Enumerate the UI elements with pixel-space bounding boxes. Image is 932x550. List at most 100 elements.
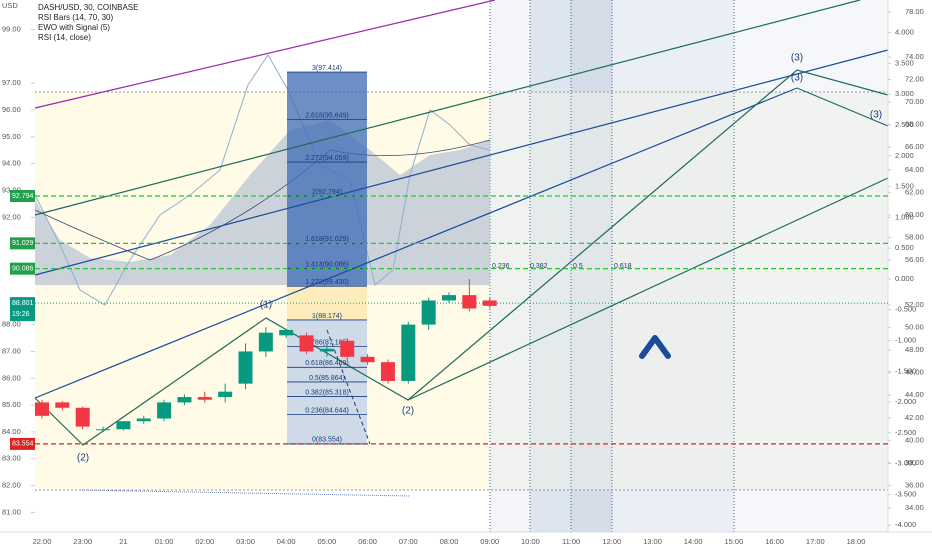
indicator-label: RSI Bars (14, 70, 30)	[38, 13, 113, 22]
y-tick-label: 94.00	[2, 159, 21, 168]
x-tick-label: 13:00	[643, 537, 662, 546]
y3-tick-label: 56.00	[905, 255, 924, 264]
wave-label: (3)	[791, 53, 803, 64]
fib-label: 0.786(87.185)	[305, 339, 349, 346]
price-tag	[10, 237, 35, 250]
y-tick-label: 83.00	[2, 454, 21, 463]
y2-tick-label: -3.500	[895, 489, 916, 498]
y3-tick-label: 36.00	[905, 480, 924, 489]
y2-tick-label: 3.000	[895, 89, 914, 98]
y2-tick-label: 1.000	[895, 212, 914, 221]
y-tick-label: 99.00	[2, 24, 21, 33]
y3-tick-label: 38.00	[905, 458, 924, 467]
channel-line	[407, 177, 889, 401]
candle-body	[55, 402, 70, 408]
price-tag-label: 92.794	[12, 193, 34, 200]
up-arrow	[639, 335, 671, 359]
rsi-line	[34, 54, 491, 306]
y-tick-label: 96.00	[2, 105, 21, 114]
y3-tick-label: 52.00	[905, 300, 924, 309]
y-tick-label: 84.00	[2, 427, 21, 436]
fib-label: 0.382(85.318)	[305, 389, 349, 396]
y3-tick-label: 40.00	[905, 435, 924, 444]
x-tick-label: 04:00	[277, 537, 296, 546]
y2-tick-label: 2.500	[895, 120, 914, 129]
y-tick-label: 86.00	[2, 373, 21, 382]
candle-body	[116, 421, 131, 430]
y-tick-label: 82.00	[2, 481, 21, 490]
fib-label: 1.618(91.029)	[305, 236, 349, 243]
indicator-label: RSI (14, close)	[38, 33, 91, 42]
y2-tick-label: -1.000	[895, 335, 916, 344]
y-tick-label: 81.00	[2, 507, 21, 516]
wave-label: (2)	[77, 453, 89, 464]
x-tick-label: 14:00	[684, 537, 703, 546]
candle-body	[157, 402, 172, 419]
y3-tick-label: 74.00	[905, 52, 924, 61]
fib-extension-box	[287, 72, 367, 286]
y3-tick-label: 60.00	[905, 210, 924, 219]
candle-body	[380, 362, 395, 381]
price-tag	[10, 437, 35, 450]
y2-tick-label: -2.500	[895, 428, 916, 437]
time-fib-label: 0.382	[530, 263, 548, 270]
candle-body	[360, 356, 375, 363]
candle-body	[218, 391, 233, 398]
ewo-signal	[34, 139, 491, 261]
candle-body	[299, 335, 314, 352]
y3-tick-label: 46.00	[905, 368, 924, 377]
wave-label: (3)	[791, 73, 803, 84]
channel-line	[34, 0, 861, 216]
x-tick-label: 03:00	[236, 537, 255, 546]
candle-body	[340, 340, 355, 357]
fib-label: 0(83.554)	[312, 437, 342, 444]
y3-tick-label: 50.00	[905, 323, 924, 332]
wave-zigzag	[34, 69, 889, 446]
time-fib-label: 0.618	[614, 263, 632, 270]
candle-body	[136, 418, 151, 422]
ewo-area	[35, 120, 490, 285]
wave-label: (3)	[870, 110, 882, 121]
price-tag-label: 88.801	[12, 300, 34, 307]
y-tick-label: 88.00	[2, 320, 21, 329]
fib-label: 2(92.794)	[312, 189, 342, 196]
x-tick-label: 15:00	[725, 537, 744, 546]
y2-tick-label: -1.500	[895, 366, 916, 375]
x-tick-label: 06:00	[358, 537, 377, 546]
y3-tick-label: 34.00	[905, 503, 924, 512]
y2-tick-label: -4.000	[895, 520, 916, 529]
y3-tick-label: 44.00	[905, 390, 924, 399]
y3-tick-label: 78.00	[905, 7, 924, 16]
y2-tick-label: 4.000	[895, 28, 914, 37]
x-tick-label: 09:00	[480, 537, 499, 546]
y3-tick-label: 48.00	[905, 345, 924, 354]
candle-body	[258, 332, 273, 352]
fib-label: 2.272(94.059)	[305, 155, 349, 162]
fib-label: 0.5(85.864)	[309, 375, 345, 382]
currency-label: USD	[2, 1, 18, 10]
x-tick-label: 05:00	[318, 537, 337, 546]
price-tag	[10, 297, 35, 322]
y2-tick-label: 0.000	[895, 274, 914, 283]
candle-body	[96, 429, 111, 431]
candle-body	[35, 402, 49, 416]
y-tick-label: 85.00	[2, 400, 21, 409]
fib-label: 1.414(90.086)	[305, 261, 349, 268]
y3-tick-label: 68.00	[905, 120, 924, 129]
y3-tick-label: 64.00	[905, 165, 924, 174]
candle-body	[462, 295, 477, 309]
chart-title: DASH/USD, 30, COINBASE	[38, 3, 138, 12]
wave-label: (1)	[260, 300, 272, 311]
trend-line	[34, 0, 496, 109]
x-tick-label: 17:00	[806, 537, 825, 546]
candle-body	[197, 397, 212, 400]
x-tick-label: 02:00	[195, 537, 214, 546]
candle-body	[421, 300, 436, 325]
candle-body	[177, 397, 192, 403]
x-tick-label: 22:00	[33, 537, 52, 546]
fib-label: 3(97.414)	[312, 65, 342, 72]
y3-tick-label: 66.00	[905, 142, 924, 151]
time-fib-label: 0.5	[573, 263, 583, 270]
x-tick-label: 01:00	[155, 537, 174, 546]
